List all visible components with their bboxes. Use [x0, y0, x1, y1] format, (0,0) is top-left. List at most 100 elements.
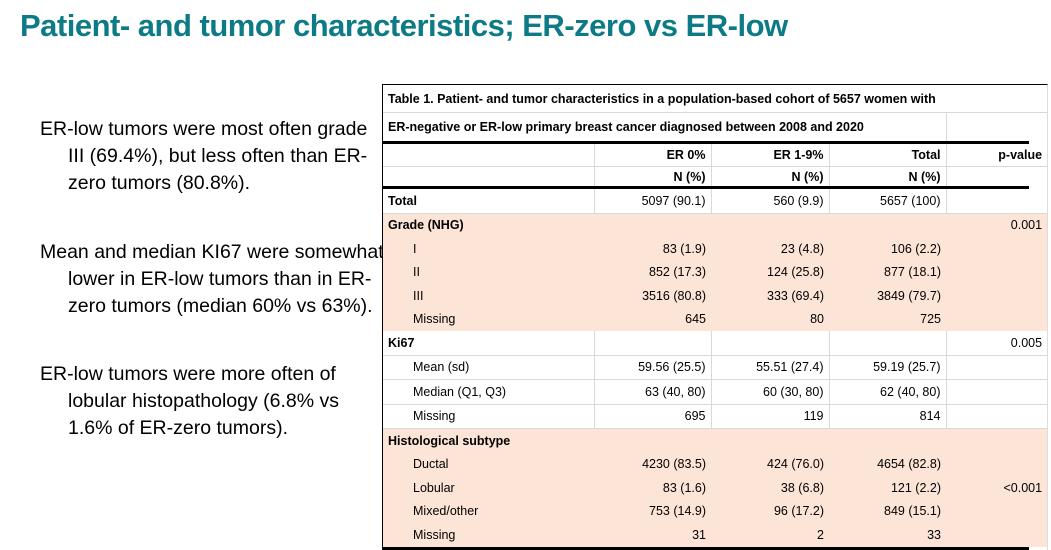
- thick-separator: [383, 186, 1048, 189]
- row-label: Lobular: [383, 476, 594, 500]
- col-er0: ER 0%: [594, 144, 712, 167]
- table-cell: 63 (40, 80): [594, 379, 712, 405]
- table-cell: [946, 237, 1048, 261]
- table-cell: [594, 213, 711, 237]
- subcol-n-total: N (%): [829, 166, 947, 186]
- table-cell: 83 (1.6): [594, 476, 711, 500]
- table-cell: [946, 189, 1048, 214]
- table-cell: 121 (2.2): [829, 476, 946, 500]
- table-caption-row-1: Table 1. Patient- and tumor characterist…: [383, 85, 1048, 113]
- pvalue-cell: 0.001: [946, 213, 1048, 237]
- table-cell: 877 (18.1): [829, 260, 946, 284]
- table-caption-row-2: ER-negative or ER-low primary breast can…: [383, 112, 1047, 142]
- table-cell: 23 (4.8): [711, 237, 829, 261]
- table-row-histology-missing: Missing 31 2 33: [383, 523, 1048, 547]
- pvalue-cell: <0.001: [946, 476, 1048, 500]
- section-label: Ki67: [383, 331, 595, 356]
- table-cell: [594, 428, 711, 453]
- table-cell: 3849 (79.7): [829, 284, 946, 308]
- subheader-row: N (%) N (%) N (%): [383, 166, 1047, 187]
- table-cell: [946, 260, 1048, 284]
- empty-cell: [383, 144, 595, 167]
- table-cell: [946, 379, 1048, 405]
- section-label: Histological subtype: [383, 428, 594, 453]
- empty-cell: [383, 166, 595, 186]
- table-cell: 333 (69.4): [711, 284, 829, 308]
- col-total: Total: [829, 144, 947, 167]
- row-label: Missing: [383, 307, 594, 331]
- table-cell: [946, 499, 1048, 523]
- table-cell: [829, 428, 946, 453]
- table-cell: 96 (17.2): [711, 499, 829, 523]
- table-row-grade-3: III 3516 (80.8) 333 (69.4) 3849 (79.7): [383, 284, 1048, 308]
- table-cell: [946, 355, 1048, 380]
- table-row-total: Total 5097 (90.1) 560 (9.9) 5657 (100): [383, 189, 1048, 214]
- table-cell: [594, 331, 712, 356]
- table-cell: [829, 213, 946, 237]
- table-cell: 83 (1.9): [594, 237, 711, 261]
- note-ki67: Mean and median KI67 were somewhat lower…: [40, 240, 384, 317]
- table-cell: 4230 (83.5): [594, 452, 711, 476]
- table-cell: [711, 428, 829, 453]
- thick-separator: [383, 141, 1048, 144]
- table-caption-line1: Table 1. Patient- and tumor characterist…: [383, 85, 1048, 113]
- table-cell: [946, 452, 1048, 476]
- table-cell: 62 (40, 80): [829, 379, 947, 405]
- table-row-grade-missing: Missing 645 80 725: [383, 307, 1048, 331]
- table-row-ki67-mean: Mean (sd) 59.56 (25.5) 55.51 (27.4) 59.1…: [383, 355, 1048, 380]
- empty-cell: [946, 113, 1047, 142]
- row-label: Median (Q1, Q3): [383, 379, 595, 405]
- row-label: Missing: [383, 404, 595, 429]
- table-cell: 59.56 (25.5): [594, 355, 712, 380]
- column-header-row: ER 0% ER 1-9% Total p-value: [383, 144, 1048, 167]
- row-label: Mixed/other: [383, 499, 594, 523]
- table-cell: [946, 284, 1048, 308]
- table-cell: [946, 404, 1048, 429]
- table-cell: [946, 307, 1048, 331]
- table-cell: 695: [594, 404, 712, 429]
- table-cell: [711, 213, 829, 237]
- table-cell: 753 (14.9): [594, 499, 711, 523]
- table-cell: 60 (30, 80): [711, 379, 830, 405]
- subcol-n-er19: N (%): [711, 166, 830, 186]
- table-cell: 124 (25.8): [711, 260, 829, 284]
- col-pvalue: p-value: [946, 144, 1048, 167]
- table-row-grade-1: I 83 (1.9) 23 (4.8) 106 (2.2): [383, 237, 1048, 261]
- table-cell: 3516 (80.8): [594, 284, 711, 308]
- section-label: Grade (NHG): [383, 213, 594, 237]
- row-label: III: [383, 284, 594, 308]
- table-row-ki67-median: Median (Q1, Q3) 63 (40, 80) 60 (30, 80) …: [383, 379, 1048, 405]
- table-cell: 725: [829, 307, 946, 331]
- table-cell: 38 (6.8): [711, 476, 829, 500]
- table-cell: 119: [711, 404, 830, 429]
- table-cell: 59.19 (25.7): [829, 355, 947, 380]
- summary-notes: ER-low tumors were most often grade III …: [40, 116, 385, 484]
- note-grade: ER-low tumors were most often grade III …: [40, 118, 368, 194]
- empty-cell: [946, 167, 1047, 187]
- table-1: Table 1. Patient- and tumor characterist…: [383, 85, 1048, 550]
- table-cell: 852 (17.3): [594, 260, 711, 284]
- col-er19: ER 1-9%: [711, 144, 830, 167]
- row-label: I: [383, 237, 594, 261]
- table-cell: 5097 (90.1): [594, 189, 712, 214]
- table-cell: 55.51 (27.4): [711, 355, 830, 380]
- table-cell: 849 (15.1): [829, 499, 946, 523]
- table-cell: 4654 (82.8): [829, 452, 946, 476]
- thick-separator: [383, 546, 1048, 550]
- table-row-grade-2: II 852 (17.3) 124 (25.8) 877 (18.1): [383, 260, 1048, 284]
- section-row-grade: Grade (NHG) 0.001: [383, 213, 1048, 237]
- characteristics-table: Table 1. Patient- and tumor characterist…: [382, 84, 1048, 550]
- table-row-ductal: Ductal 4230 (83.5) 424 (76.0) 4654 (82.8…: [383, 452, 1048, 476]
- table-cell: 31: [594, 523, 711, 547]
- table-row-lobular: Lobular 83 (1.6) 38 (6.8) 121 (2.2) <0.0…: [383, 476, 1048, 500]
- row-label: Missing: [383, 523, 594, 547]
- table-cell: 33: [829, 523, 946, 547]
- table-cell: 814: [829, 404, 947, 429]
- table-cell: 645: [594, 307, 711, 331]
- note-histology: ER-low tumors were more often of lobular…: [40, 363, 339, 440]
- table-cell: 560 (9.9): [711, 189, 830, 214]
- table-cell: 424 (76.0): [711, 452, 829, 476]
- table-cell: 5657 (100): [829, 189, 947, 214]
- table-row-mixed-other: Mixed/other 753 (14.9) 96 (17.2) 849 (15…: [383, 499, 1048, 523]
- table-cell: 80: [711, 307, 829, 331]
